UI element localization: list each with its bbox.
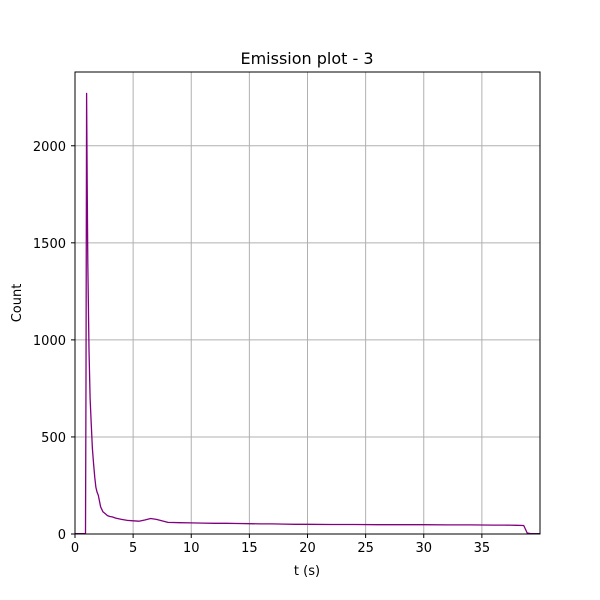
- y-axis-title: Count: [10, 284, 25, 323]
- x-tick-label: 35: [474, 541, 491, 556]
- x-axis-ticks: 0 5 10 15 20 25 30 35: [71, 534, 490, 556]
- x-tick-label: 30: [415, 541, 432, 556]
- y-tick-label: 1000: [33, 334, 66, 349]
- x-axis-title: t (s): [294, 564, 320, 579]
- x-tick-label: 0: [71, 541, 79, 556]
- x-tick-label: 25: [357, 541, 374, 556]
- x-tick-label: 15: [241, 541, 258, 556]
- y-tick-label: 0: [58, 528, 66, 543]
- x-tick-label: 5: [129, 541, 137, 556]
- y-tick-label: 1500: [33, 237, 66, 252]
- y-tick-label: 500: [41, 431, 66, 446]
- grid: [74, 72, 540, 535]
- series-line: [75, 92, 540, 535]
- chart-title: Emission plot - 3: [240, 49, 373, 68]
- y-axis-ticks: 0 500 1000 1500 2000: [33, 140, 75, 543]
- series-layer: [75, 92, 540, 535]
- x-tick-label: 20: [299, 541, 316, 556]
- x-tick-label: 10: [183, 541, 200, 556]
- y-tick-label: 2000: [33, 140, 66, 155]
